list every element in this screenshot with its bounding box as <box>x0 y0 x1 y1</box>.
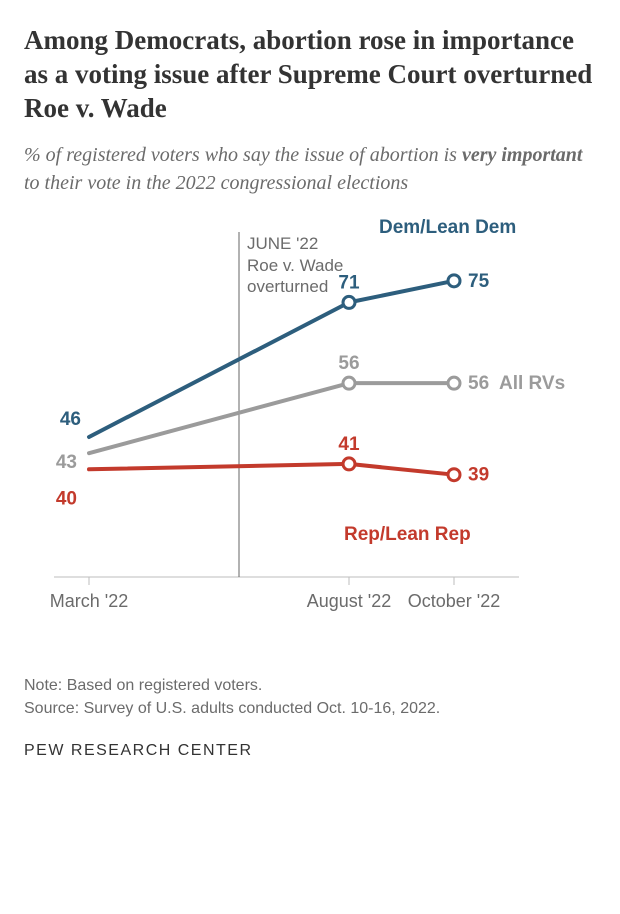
svg-text:56: 56 <box>338 353 359 374</box>
chart-subtitle: % of registered voters who say the issue… <box>24 141 596 197</box>
svg-text:All RVs: All RVs <box>499 373 565 394</box>
svg-text:August '22: August '22 <box>307 591 392 611</box>
svg-text:71: 71 <box>338 273 360 294</box>
footer-attribution: PEW RESEARCH CENTER <box>24 742 596 760</box>
svg-text:March '22: March '22 <box>50 591 128 611</box>
note-text: Note: Based on registered voters. <box>24 675 596 697</box>
subtitle-pre: % of registered voters who say the issue… <box>24 144 462 166</box>
svg-text:overturned: overturned <box>247 277 328 296</box>
svg-text:46: 46 <box>60 409 81 430</box>
source-text: Source: Survey of U.S. adults conducted … <box>24 698 596 720</box>
svg-text:43: 43 <box>56 452 77 473</box>
subtitle-bold: very important <box>462 144 583 166</box>
svg-text:Rep/Lean Rep: Rep/Lean Rep <box>344 524 471 545</box>
svg-text:Dem/Lean Dem: Dem/Lean Dem <box>379 217 516 238</box>
chart-area: March '22 August '22 October '22 JUNE '22 Ro… <box>24 217 596 657</box>
chart-title: Among Democrats, abortion rose in import… <box>24 24 596 125</box>
line-chart: March '22 August '22 October '22 JUNE '22 Ro… <box>24 217 596 657</box>
svg-text:JUNE '22: JUNE '22 <box>247 234 318 253</box>
svg-text:October '22: October '22 <box>408 591 501 611</box>
svg-text:40: 40 <box>56 489 77 510</box>
svg-text:39: 39 <box>468 465 489 486</box>
svg-text:41: 41 <box>338 434 360 455</box>
svg-text:Roe v. Wade: Roe v. Wade <box>247 256 343 275</box>
subtitle-post: to their vote in the 2022 congressional … <box>24 172 408 194</box>
svg-text:75: 75 <box>468 271 490 292</box>
svg-text:56: 56 <box>468 373 489 394</box>
